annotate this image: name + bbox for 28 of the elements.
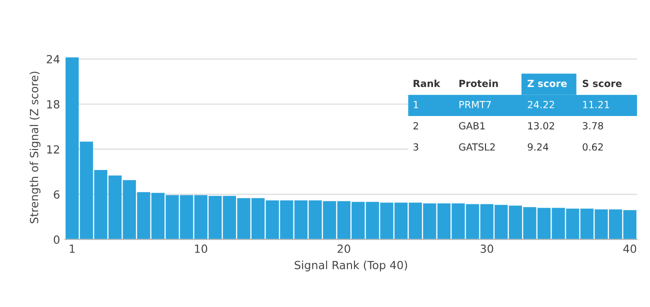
annotation: 9.24 — [528, 143, 548, 151]
x-axis-title: Signal Rank (Top 40) — [294, 260, 408, 272]
annotation: GAB1 — [459, 122, 485, 130]
annotation: 0.62 — [582, 143, 603, 151]
x-tick-label: 20 — [338, 244, 350, 253]
y-axis-title: Strength of Signal (Z score) — [30, 72, 40, 224]
annotation: 1 — [414, 101, 418, 108]
annotation: 24.22 — [528, 100, 554, 108]
x-tick-label: 1 — [70, 244, 75, 253]
x-tick-label: 30 — [480, 244, 494, 253]
annotation: GATSL2 — [459, 143, 495, 151]
y-tick-label: 24 — [46, 54, 60, 64]
annotation: 3 — [414, 143, 418, 151]
y-tick-label: 12 — [47, 145, 60, 154]
annotation: S score — [582, 80, 622, 88]
x-tick-label: 40 — [623, 244, 636, 253]
annotation: 11.21 — [583, 100, 610, 108]
annotation: 3.78 — [582, 122, 604, 130]
annotation: Rank — [414, 80, 440, 88]
y-tick-label: 6 — [54, 190, 60, 199]
y-tick-label: 18 — [47, 100, 60, 109]
annotation: Z score — [528, 80, 567, 88]
annotation: Protein — [459, 80, 498, 88]
annotation: 2 — [413, 122, 418, 130]
y-tick-label: 0 — [54, 235, 60, 244]
annotation: 13.02 — [528, 122, 554, 130]
x-tick-label: 10 — [195, 244, 208, 253]
annotation: PRMT7 — [459, 101, 491, 108]
